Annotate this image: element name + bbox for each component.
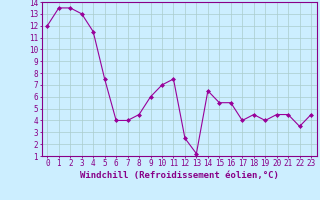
X-axis label: Windchill (Refroidissement éolien,°C): Windchill (Refroidissement éolien,°C) — [80, 171, 279, 180]
